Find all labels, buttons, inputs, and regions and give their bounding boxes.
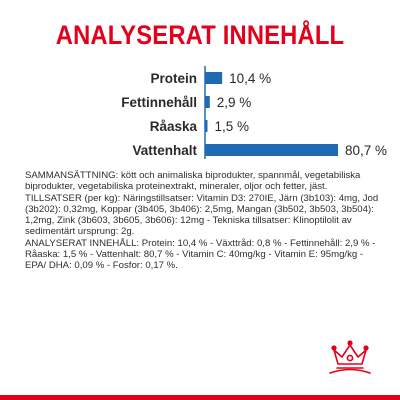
bar-chart: Protein 10,4 % Fettinnehåll 2,9 % Råaska 1,5 … — [121, 66, 387, 159]
value-label: 1,5 % — [214, 119, 249, 134]
category-label: Vattenhalt — [132, 143, 197, 158]
bar — [205, 72, 223, 84]
composition-text: kött och animaliska biprodukter, spannmå… — [25, 170, 361, 193]
category-label: Protein — [150, 71, 197, 86]
additives-text: Näringstillsatser: Vitamin D3: 270IE, Jä… — [25, 192, 379, 238]
chart-title: ANALYSERAT INNEHÅLL — [55, 20, 345, 50]
additives-label: TILLSATSER (per kg): — [25, 192, 121, 204]
category-label: Fettinnehåll — [121, 95, 197, 110]
bar — [205, 120, 208, 132]
ingredients-text: SAMMANSÄTTNING: kött och animaliska bipr… — [25, 170, 385, 272]
analysis-text: Protein: 10,4 % - Växttråd: 0,8 % - Fett… — [25, 237, 376, 272]
value-label: 2,9 % — [217, 95, 252, 110]
category-label: Råaska — [150, 119, 198, 134]
bar — [205, 96, 210, 108]
analysis-label: ANALYSERAT INNEHÅLL: — [25, 237, 140, 249]
bar — [205, 144, 338, 156]
composition-paragraph: SAMMANSÄTTNING: kött och animaliska bipr… — [25, 170, 385, 193]
bottom-brand-stripe — [0, 395, 400, 400]
value-label: 10,4 % — [229, 71, 271, 86]
additives-paragraph: TILLSATSER (per kg): Näringstillsatser: … — [25, 193, 385, 238]
value-label: 80,7 % — [345, 143, 387, 158]
analysis-paragraph: ANALYSERAT INNEHÅLL: Protein: 10,4 % - V… — [25, 238, 385, 272]
composition-label: SAMMANSÄTTNING: — [25, 170, 119, 181]
royal-canin-crown-icon — [329, 340, 371, 374]
